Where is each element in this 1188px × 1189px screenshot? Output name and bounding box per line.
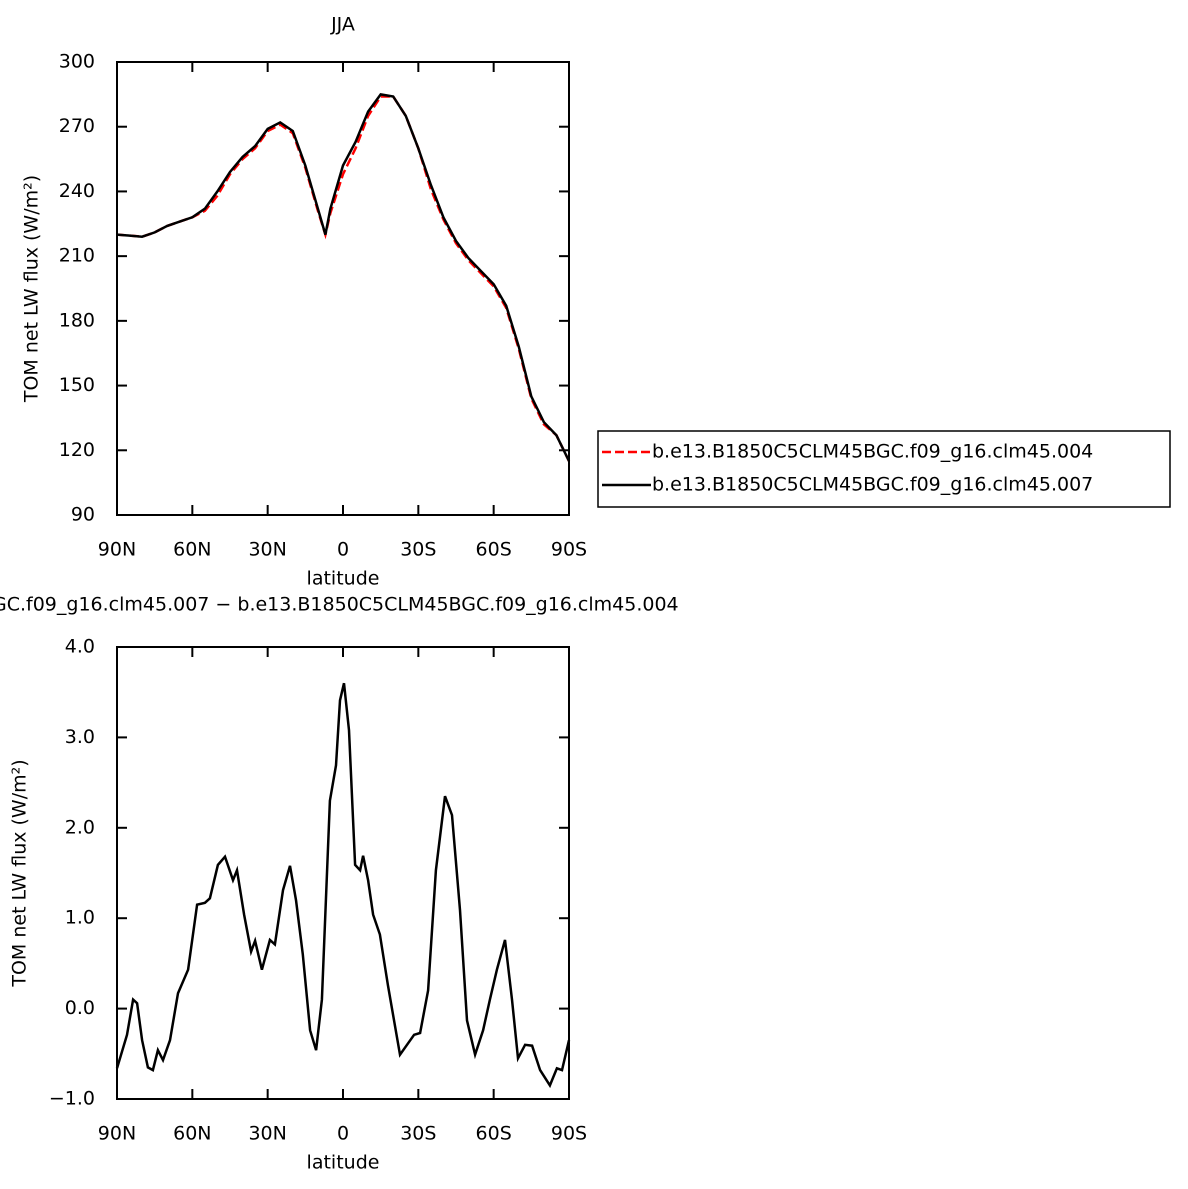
plot-frame xyxy=(116,61,570,516)
y-axis-label: TOM net LW flux (W/m²) xyxy=(21,175,43,403)
x-tick-label: 60S xyxy=(476,1123,512,1145)
y-tick-label: 240 xyxy=(59,180,95,202)
y-tick-label: 180 xyxy=(59,309,95,331)
data-line xyxy=(116,93,571,462)
x-tick-label: 0 xyxy=(337,539,349,561)
data-line xyxy=(115,682,571,1089)
x-tick-label: 60N xyxy=(173,1123,211,1145)
x-tick-label: 90S xyxy=(551,1123,587,1145)
y-tick-label: 120 xyxy=(59,439,95,461)
legend-label: b.e13.B1850C5CLM45BGC.f09_g16.clm45.007 xyxy=(652,474,1093,496)
y-tick-label: 3.0 xyxy=(65,726,95,748)
x-tick-label: 60N xyxy=(173,539,211,561)
x-axis-label: latitude xyxy=(307,568,380,590)
chart-title: GC.f09_g16.clm45.007 − b.e13.B1850C5CLM4… xyxy=(0,594,679,616)
chart-title: JJA xyxy=(330,14,355,36)
data-line xyxy=(116,95,571,462)
y-axis-label: TOM net LW flux (W/m²) xyxy=(9,759,31,987)
x-tick-label: 90N xyxy=(98,539,136,561)
y-tick-label: 0.0 xyxy=(65,997,95,1019)
x-tick-label: 90S xyxy=(551,539,587,561)
x-axis-label: latitude xyxy=(307,1152,380,1174)
y-tick-label: 150 xyxy=(59,374,95,396)
y-tick-label: 270 xyxy=(59,115,95,137)
x-tick-label: 30S xyxy=(400,1123,436,1145)
x-tick-label: 30N xyxy=(248,1123,286,1145)
y-tick-label: 90 xyxy=(71,504,95,526)
x-tick-label: 30N xyxy=(248,539,286,561)
y-tick-label: 4.0 xyxy=(65,636,95,658)
y-tick-label: 300 xyxy=(59,51,95,73)
x-tick-label: 60S xyxy=(476,539,512,561)
x-tick-label: 30S xyxy=(400,539,436,561)
x-tick-label: 90N xyxy=(98,1123,136,1145)
y-tick-label: 1.0 xyxy=(65,907,95,929)
y-tick-label: 210 xyxy=(59,245,95,267)
legend-box xyxy=(597,430,1171,508)
plot-frame xyxy=(116,646,570,1100)
x-tick-label: 0 xyxy=(337,1123,349,1145)
legend-label: b.e13.B1850C5CLM45BGC.f09_g16.clm45.004 xyxy=(652,441,1093,463)
y-tick-label: 2.0 xyxy=(65,816,95,838)
y-tick-label: −1.0 xyxy=(49,1088,95,1110)
